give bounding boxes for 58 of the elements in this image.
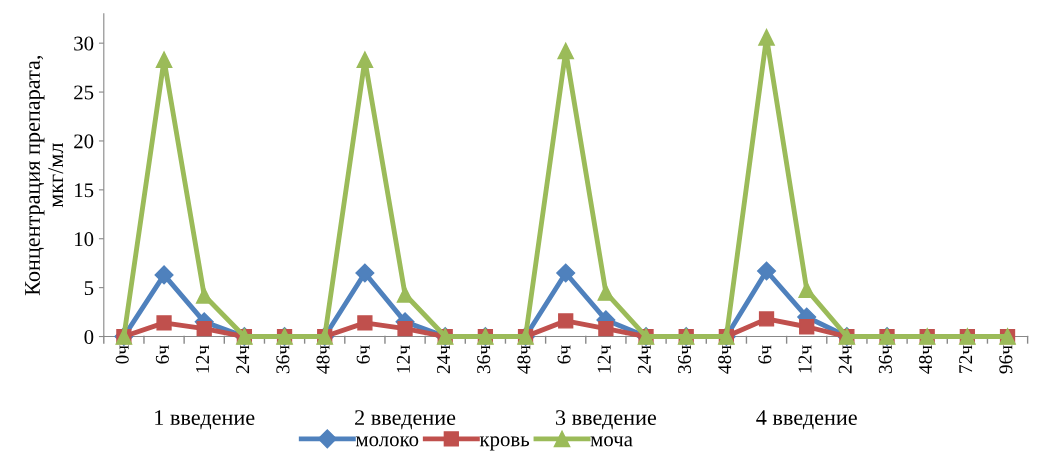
text: 3 введение <box>555 410 657 430</box>
point <box>598 321 614 337</box>
point <box>355 263 375 283</box>
y-tick-label: 15 <box>75 183 94 198</box>
point <box>356 51 374 69</box>
x-tick-label: 0ч <box>115 345 129 364</box>
x-tick-label: 24ч <box>838 345 852 374</box>
x-tick-label: 24ч <box>236 345 250 374</box>
point <box>195 287 213 304</box>
point <box>758 28 775 46</box>
x-tick-label: 72ч <box>959 345 973 373</box>
point <box>156 315 172 331</box>
point <box>397 321 413 337</box>
x-tick-label: 24ч <box>637 345 651 374</box>
x-tick-label: 36ч <box>678 345 692 374</box>
point <box>758 311 775 327</box>
x-tick-label: 36ч <box>878 345 892 374</box>
x-tick-label: 96ч <box>999 345 1013 374</box>
y-tick-label: 30 <box>74 36 94 51</box>
x-tick-label: 24ч <box>437 345 450 374</box>
x-tick-label: 36ч <box>276 345 290 374</box>
point <box>357 315 373 331</box>
x-tick-label: 48ч <box>918 345 933 374</box>
x-tick-label: 6ч <box>557 345 571 364</box>
point <box>556 263 576 283</box>
text: 1 введение <box>155 410 255 430</box>
x-tick-label: 48ч <box>718 345 732 374</box>
x-tick-label: 6ч <box>155 345 169 364</box>
x-tick-label: 48ч <box>517 345 531 374</box>
y-axis-title: Концентрация препарата, мкг/мл <box>25 55 64 296</box>
y-tick-label: 10 <box>75 232 94 247</box>
x-tick-label: 48ч <box>316 345 330 374</box>
point <box>558 313 574 329</box>
y-tick-label: 0 <box>84 329 94 344</box>
y-tick-label: 20 <box>74 134 94 149</box>
x-tick-label: 6ч <box>356 345 370 364</box>
text: 4 введение <box>756 410 857 430</box>
legend-label: моча <box>590 436 633 447</box>
point <box>757 261 777 281</box>
x-tick-label: 12ч <box>196 345 209 373</box>
x-tick-label: 12ч <box>798 345 812 373</box>
y-tick-label: 5 <box>84 281 94 296</box>
x-tick-label: 36ч <box>477 345 491 374</box>
point <box>799 319 815 335</box>
x-tick-label: 12ч <box>597 345 611 373</box>
x-tick-label: 6ч <box>758 345 772 364</box>
legend-label: кровь <box>479 436 530 451</box>
point <box>396 286 414 303</box>
point <box>154 265 174 285</box>
text: 2 введение <box>355 410 456 430</box>
x-tick-label: 12ч <box>396 345 410 373</box>
point <box>155 51 173 69</box>
point <box>798 281 816 298</box>
point <box>196 321 212 337</box>
y-tick-label: 25 <box>74 85 94 100</box>
point <box>557 42 575 60</box>
legend-label: молоко <box>355 436 419 447</box>
point <box>597 284 615 301</box>
